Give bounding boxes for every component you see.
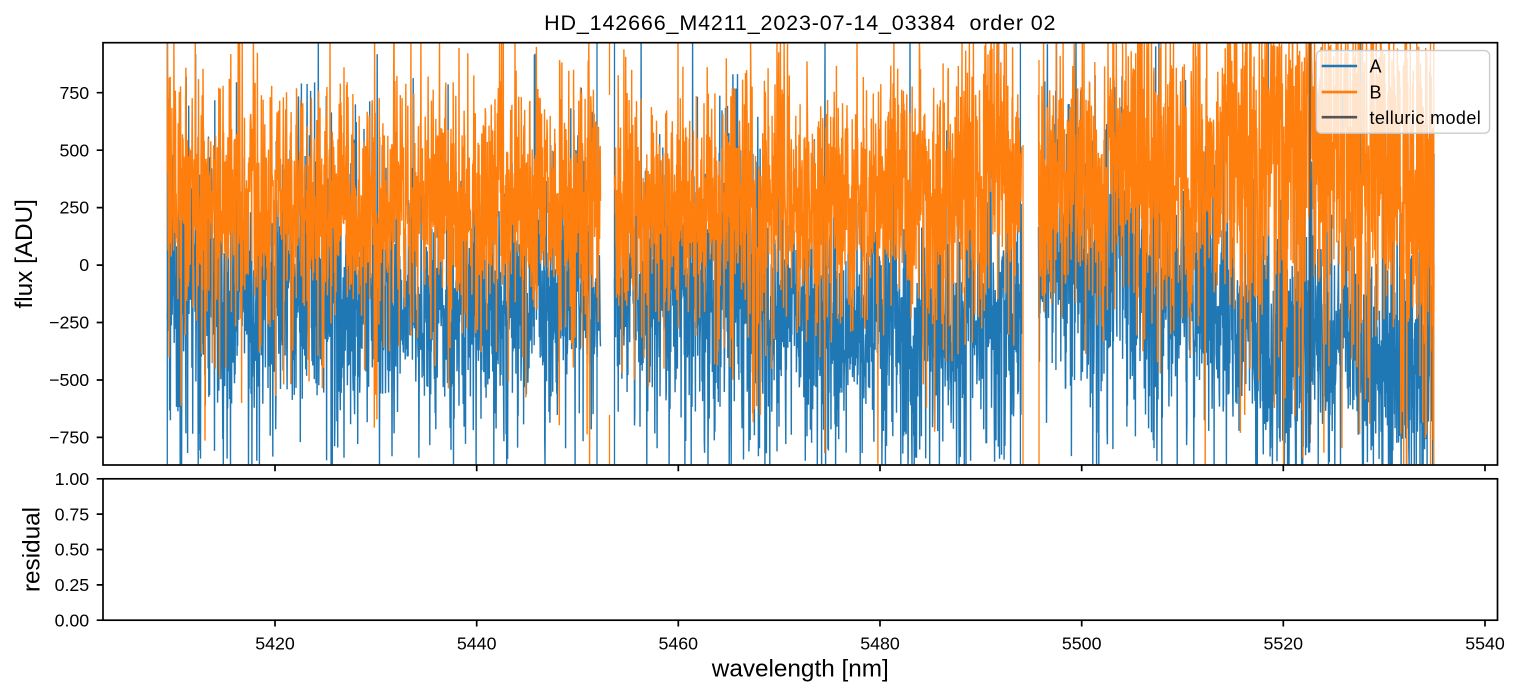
svg-text:500: 500 (60, 140, 90, 160)
svg-text:5480: 5480 (860, 634, 900, 654)
svg-text:5420: 5420 (255, 634, 295, 654)
svg-text:5460: 5460 (659, 634, 699, 654)
svg-text:250: 250 (60, 198, 90, 218)
svg-text:A: A (1370, 56, 1382, 76)
svg-text:residual: residual (19, 507, 46, 592)
svg-text:−750: −750 (49, 428, 89, 448)
svg-text:5520: 5520 (1264, 634, 1304, 654)
svg-text:B: B (1370, 82, 1382, 102)
svg-text:flux [ADU]: flux [ADU] (11, 199, 38, 308)
svg-text:telluric model: telluric model (1370, 108, 1482, 128)
svg-text:0.50: 0.50 (55, 540, 90, 560)
svg-text:0: 0 (79, 255, 89, 275)
svg-text:−250: −250 (49, 313, 89, 333)
svg-text:0.00: 0.00 (55, 610, 90, 630)
svg-text:0.75: 0.75 (55, 504, 90, 524)
svg-text:5540: 5540 (1465, 634, 1505, 654)
svg-text:5440: 5440 (457, 634, 497, 654)
svg-text:HD_142666_M4211_2023-07-14_033: HD_142666_M4211_2023-07-14_03384 order 0… (544, 11, 1056, 35)
svg-text:0.25: 0.25 (55, 575, 90, 595)
svg-text:1.00: 1.00 (55, 469, 90, 489)
svg-text:wavelength [nm]: wavelength [nm] (711, 656, 889, 683)
svg-text:5500: 5500 (1062, 634, 1102, 654)
svg-text:750: 750 (60, 83, 90, 103)
svg-text:−500: −500 (49, 370, 89, 390)
